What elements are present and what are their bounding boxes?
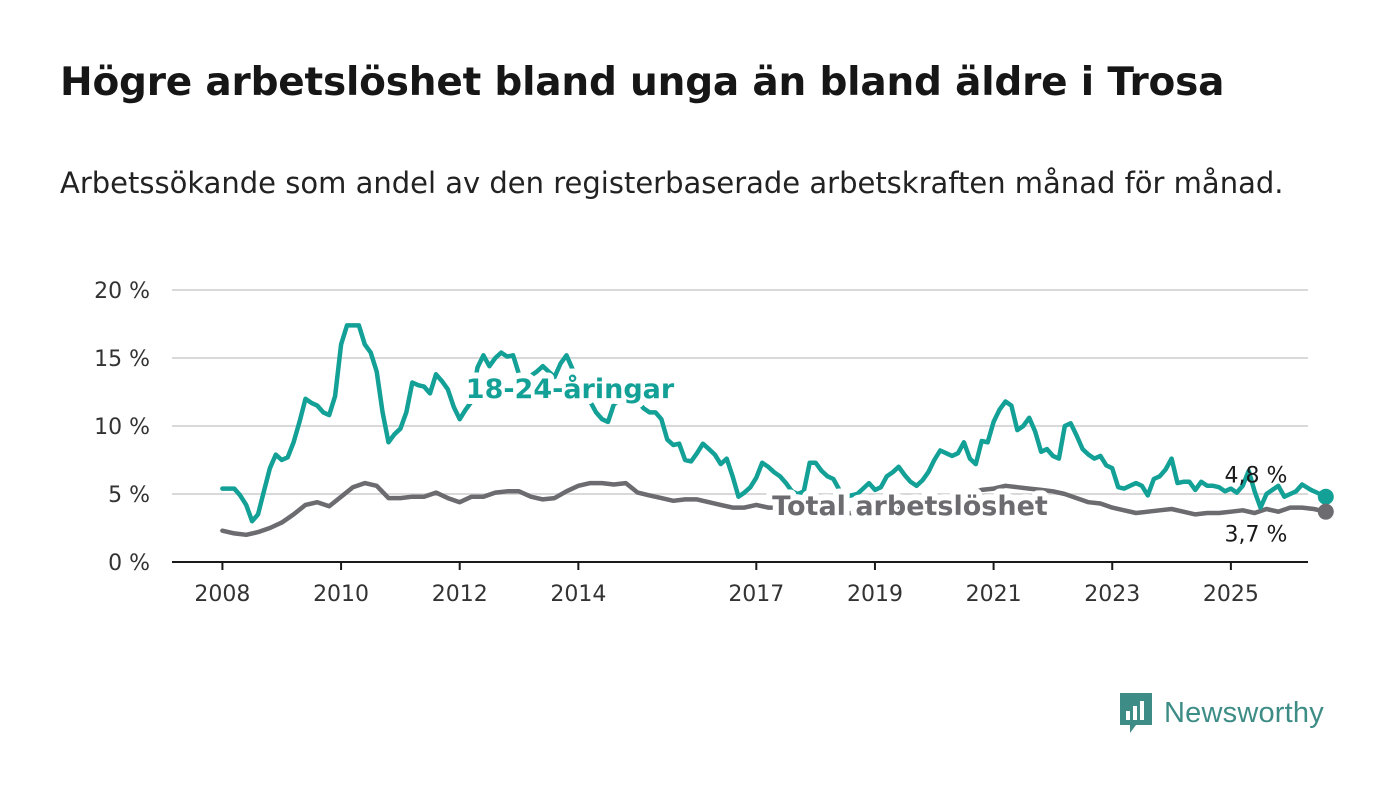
x-tick-label: 2014 (550, 582, 606, 607)
y-tick-label: 15 % (94, 347, 150, 372)
series-end-dot (1317, 503, 1334, 520)
series-label: Total arbetslöshet (772, 491, 1048, 522)
x-tick-label: 2012 (432, 582, 488, 607)
x-tick-label: 2021 (966, 582, 1022, 607)
x-tick-label: 2010 (313, 582, 369, 607)
series-end-dot (1317, 488, 1334, 505)
bar-chart-speech-bubble-icon (1120, 693, 1152, 733)
x-tick-label: 2017 (728, 582, 784, 607)
series-end-label: 3,7 % (1225, 523, 1288, 548)
chart-title: Högre arbetslöshet bland unga än bland ä… (60, 60, 1225, 105)
series-line (220, 480, 1329, 538)
brand-logo[interactable]: Newsworthy (1118, 690, 1324, 736)
y-tick-label: 0 % (108, 551, 150, 576)
x-tick-label: 2025 (1203, 582, 1259, 607)
y-tick-label: 10 % (94, 415, 150, 440)
y-tick-label: 20 % (94, 279, 150, 304)
x-tick-label: 2023 (1084, 582, 1140, 607)
series-label: 18-24-åringar (466, 373, 675, 405)
y-tick-label: 5 % (108, 483, 150, 508)
series-label-halo: Total arbetslöshet (772, 491, 1048, 522)
x-tick-label: 2019 (847, 582, 903, 607)
series-end-label: 4,8 % (1225, 464, 1288, 489)
x-tick-label: 2008 (194, 582, 250, 607)
series-label-halo: 18-24-åringar (466, 373, 675, 405)
chart-subtitle: Arbetssökande som andel av den registerb… (60, 166, 1284, 200)
series-line (220, 323, 1329, 524)
brand-name: Newsworthy (1164, 696, 1324, 729)
